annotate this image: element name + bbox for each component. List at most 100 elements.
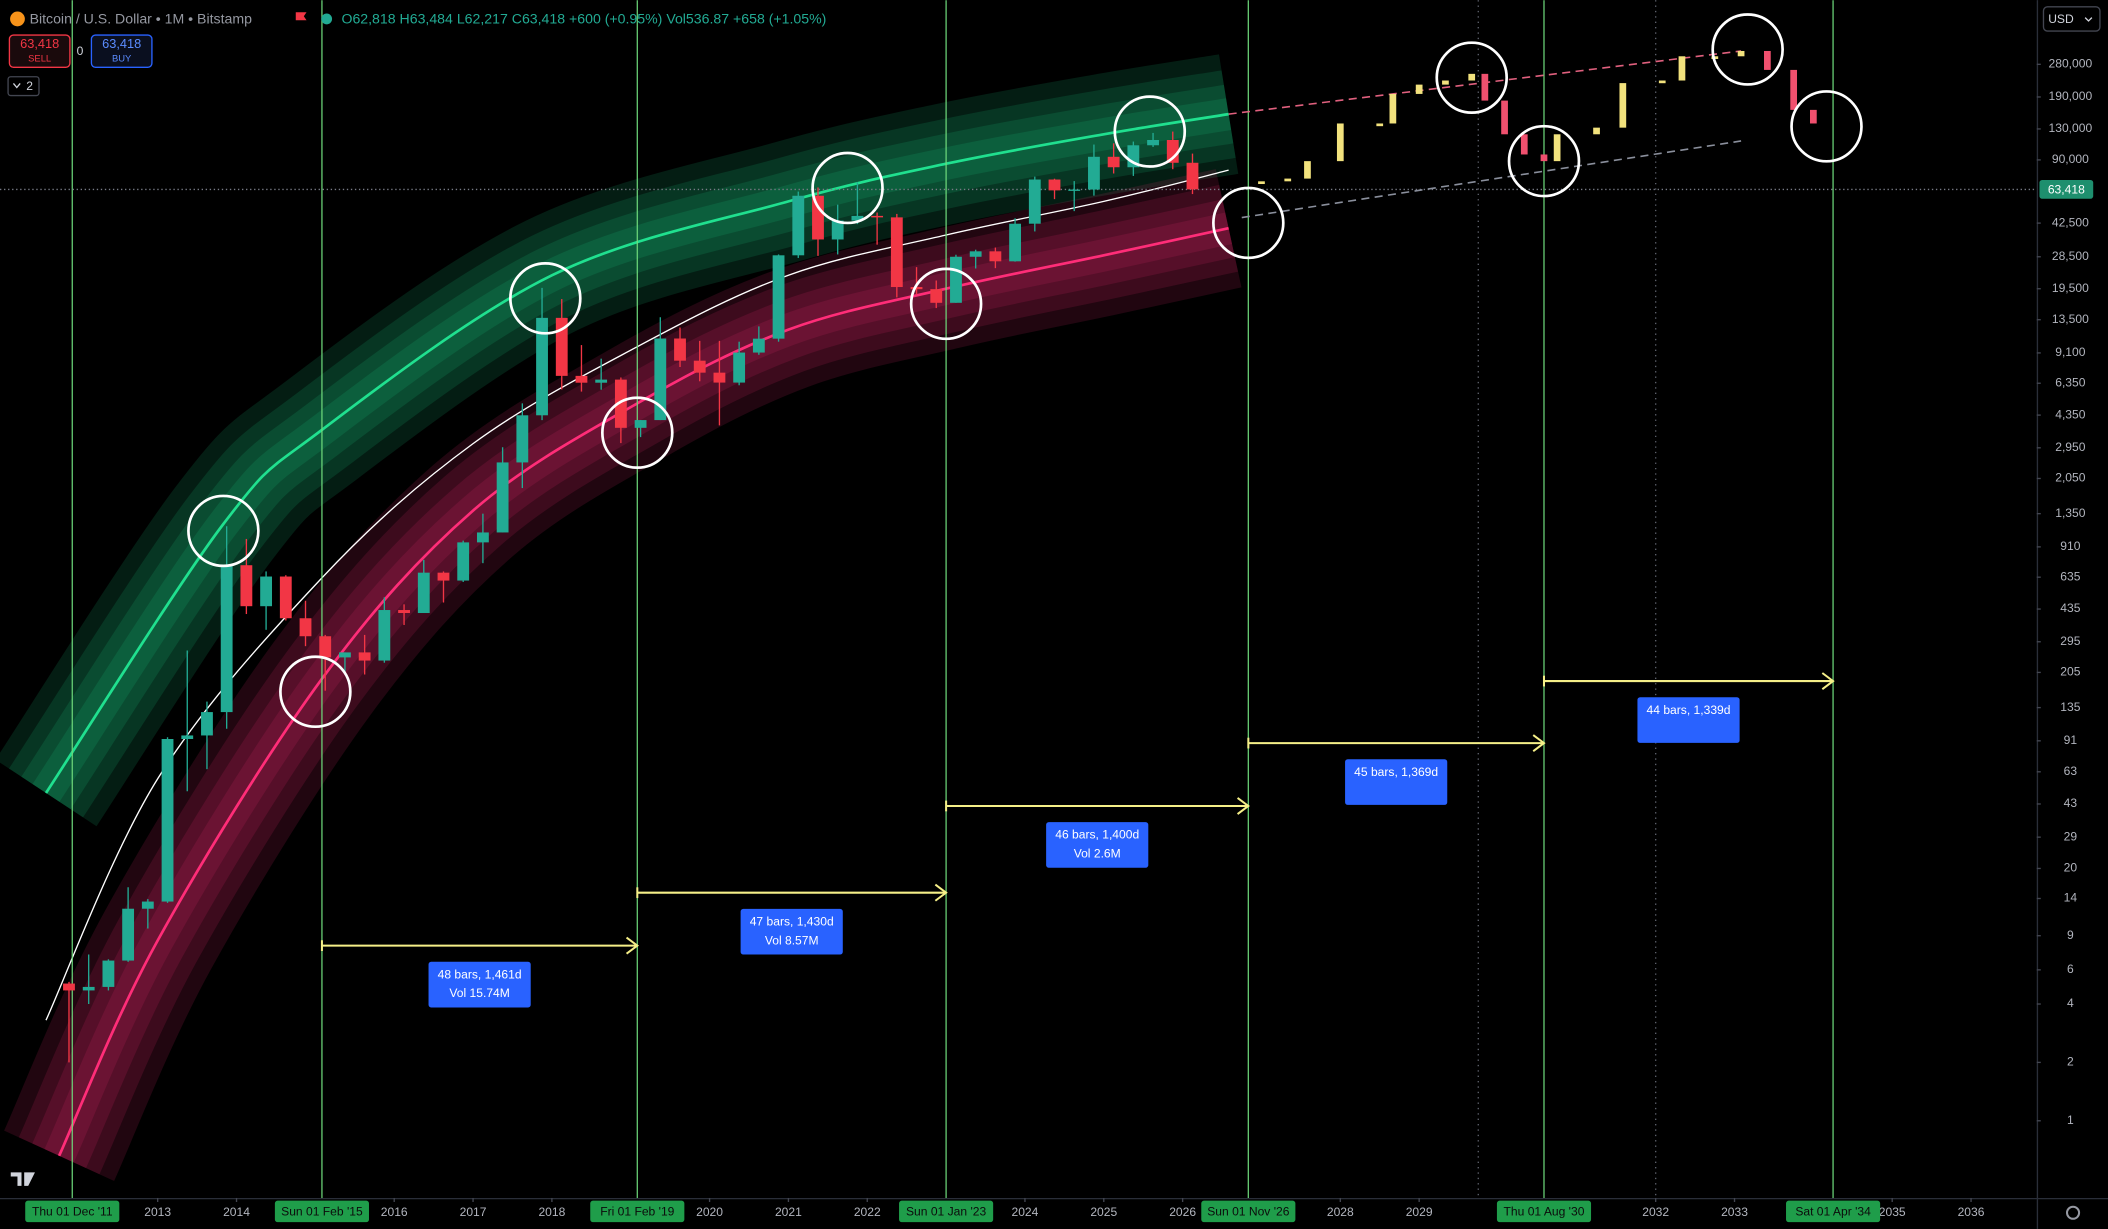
candle-body <box>181 735 194 739</box>
highlight-circle <box>811 151 884 225</box>
y-tick-label: 435 <box>2060 601 2080 615</box>
projection-bar <box>1481 73 1489 101</box>
cycle-label: Sun 01 Feb '15 <box>281 1204 363 1218</box>
x-tick-label: 2022 <box>854 1205 881 1219</box>
indicators-count: 2 <box>26 79 33 93</box>
indicators-toggle[interactable] <box>7 76 40 97</box>
cycle-label: Sun 01 Jan '23 <box>906 1204 986 1218</box>
measure-volume: Vol 8.57M <box>765 933 819 947</box>
candle-body <box>339 652 351 658</box>
currency-select[interactable] <box>2042 6 2101 32</box>
candle-body <box>851 215 864 221</box>
candle-body <box>1107 156 1120 168</box>
x-tick-label: 2033 <box>1721 1205 1748 1219</box>
highlight-circle <box>1435 41 1509 114</box>
highlight-circle <box>1507 124 1581 198</box>
x-tick-label: 2036 <box>1958 1205 1985 1219</box>
x-tick-label: 2028 <box>1327 1205 1354 1219</box>
y-tick-label: 2,050 <box>2055 471 2086 485</box>
y-tick-label: 910 <box>2060 539 2080 553</box>
candle-body <box>63 983 75 991</box>
candle-body <box>969 251 982 257</box>
x-tick-label: 2029 <box>1406 1205 1433 1219</box>
y-tick-label: 20 <box>2064 861 2078 875</box>
x-tick-label: 2035 <box>1879 1205 1906 1219</box>
buy-button[interactable] <box>90 34 153 69</box>
candle-body <box>1166 140 1179 163</box>
candle-body <box>220 565 233 713</box>
y-tick-label: 190,000 <box>2049 89 2093 103</box>
measure-arrow <box>625 936 639 955</box>
candle-body <box>102 960 115 987</box>
logo[interactable] <box>10 1172 35 1186</box>
symbol[interactable]: Bitcoin / U.S. Dollar • 1M • Bitstamp <box>30 10 253 26</box>
y-tick-label: 205 <box>2060 665 2080 679</box>
y-tick-label: 4,350 <box>2055 407 2086 421</box>
projection-bar <box>1619 83 1627 128</box>
measure-volume: Vol 2.6M <box>1074 847 1121 861</box>
projection-bar <box>1501 100 1508 135</box>
flag-icon[interactable] <box>295 12 307 21</box>
measure-text: 47 bars, 1,430d <box>750 914 834 928</box>
y-tick-label: 9,100 <box>2055 345 2086 359</box>
x-tick-label: 2013 <box>144 1205 171 1219</box>
candle-body <box>437 572 450 581</box>
projection-bar <box>1376 123 1384 127</box>
measure-arrow <box>1821 672 1835 690</box>
projection-bar <box>1336 123 1344 162</box>
y-tick-label: 295 <box>2060 634 2080 648</box>
candle-body <box>1009 223 1022 262</box>
projection-bar <box>1389 93 1397 124</box>
symbol-icon <box>10 11 25 27</box>
candle-body <box>378 610 391 661</box>
cycle-label-box <box>274 1200 369 1223</box>
projection-bar <box>1540 154 1548 162</box>
candle-body <box>260 576 273 607</box>
candle-body <box>358 652 371 661</box>
y-tick-label: 635 <box>2060 569 2080 583</box>
candle-body <box>555 317 568 376</box>
measure-arrow <box>1236 797 1251 815</box>
plot-overlay: 48 bars, 1,461d Vol 15.74M 47 bars, 1,430d… <box>187 13 1863 1008</box>
y-tick-label: 91 <box>2064 733 2078 747</box>
measure-box <box>1046 822 1149 868</box>
measure-volume: Vol 15.74M <box>449 986 509 1000</box>
candle-body <box>82 986 95 991</box>
low: L62,217 <box>457 10 508 26</box>
candle-body <box>1186 162 1199 190</box>
candle-body <box>733 352 746 383</box>
highlight-circle <box>909 267 983 341</box>
plot-marks <box>63 50 1817 1063</box>
candle-body <box>575 375 588 383</box>
candle-body <box>871 215 884 218</box>
candle-body <box>989 251 1002 262</box>
ohlc: O62,818 H63,484 L62,217 C63,418 +600 (+0… <box>341 10 826 26</box>
volume: Vol536.87 <box>666 10 729 26</box>
candle-body <box>595 379 608 383</box>
measure-text: 45 bars, 1,369d <box>1354 765 1438 779</box>
measure-box <box>428 961 531 1008</box>
volume-change: +658 (+1.05%) <box>733 10 826 26</box>
projection-bar <box>1304 161 1311 179</box>
measure-box <box>1345 759 1448 805</box>
sell-button[interactable] <box>8 34 71 69</box>
chevron-icon <box>12 83 21 89</box>
candle-body <box>1048 179 1061 191</box>
candle-body <box>674 338 686 361</box>
settings-icon[interactable] <box>2065 1205 2081 1220</box>
cycle-label-box <box>1786 1200 1881 1223</box>
x-tick-label: 2018 <box>538 1205 565 1219</box>
projection-bar <box>1737 50 1745 57</box>
currency: USD <box>2048 12 2074 26</box>
candle-body <box>1127 145 1140 168</box>
x-tick-label: 2026 <box>1169 1205 1196 1219</box>
candle-body <box>417 572 430 614</box>
chevron-icon <box>2084 17 2093 22</box>
candle-body <box>398 610 410 614</box>
y-tick-label: 1,350 <box>2055 506 2086 520</box>
highlight-circle <box>187 494 260 568</box>
projection-bar <box>1764 50 1771 70</box>
projection-bar <box>1415 84 1423 94</box>
last-price-box <box>2039 179 2094 199</box>
